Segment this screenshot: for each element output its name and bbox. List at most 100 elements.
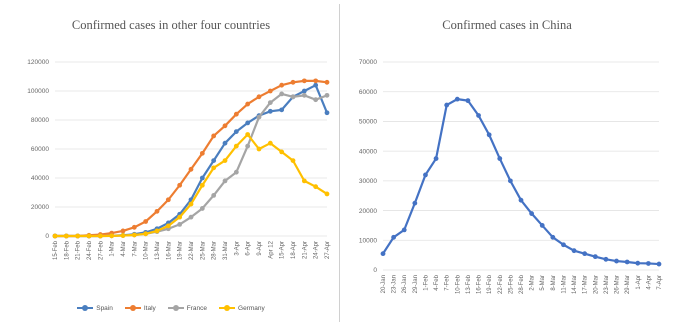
data-point — [412, 200, 418, 206]
y-tick-label: 50000 — [359, 119, 377, 126]
data-point — [301, 92, 307, 98]
y-tick-label: 100000 — [27, 88, 49, 95]
data-point — [245, 120, 251, 126]
x-tick-label: 22-Mar — [189, 241, 195, 260]
data-point — [245, 101, 251, 107]
data-point — [131, 224, 137, 230]
legend-swatch — [167, 305, 184, 312]
series-line — [382, 98, 660, 266]
data-point — [177, 222, 183, 227]
legend-swatch — [219, 305, 236, 312]
data-point — [143, 219, 149, 224]
data-point — [188, 214, 194, 220]
chart-title: Confirmed cases in China — [442, 18, 572, 32]
data-point — [199, 206, 205, 211]
x-tick-label: 13-Feb — [466, 274, 472, 294]
legend-swatch — [124, 305, 141, 312]
data-point — [301, 88, 307, 94]
data-point — [433, 156, 439, 161]
x-tick-label: 24-Apr — [314, 241, 320, 259]
data-point — [165, 197, 171, 203]
y-tick-label: 60000 — [359, 89, 377, 96]
data-point — [279, 149, 285, 155]
legend-label: Spain — [96, 304, 113, 312]
x-tick-label: 11-Mar — [561, 275, 567, 294]
x-tick-label: 4-Mar — [121, 241, 127, 257]
data-point — [635, 260, 641, 266]
data-point — [199, 182, 205, 188]
data-point — [256, 94, 262, 100]
data-point — [582, 251, 588, 257]
x-tick-label: 21-Feb — [76, 240, 82, 260]
x-tick-label: 16-Mar — [166, 241, 172, 260]
x-tick-label: 10-Mar — [144, 241, 150, 260]
x-tick-label: 3-Apr — [234, 241, 240, 256]
data-point — [476, 113, 481, 118]
x-tick-label: 1-Mar — [110, 241, 116, 257]
data-point — [245, 143, 251, 149]
x-tick-label: 25-Feb — [508, 274, 514, 294]
x-tick-label: 25-Mar — [200, 241, 206, 260]
left-chart-plot: 0 20000 40000 60000 80000 100000 120000 15-Feb 1… — [27, 59, 331, 260]
x-tick-label: 4-Apr — [646, 275, 652, 290]
data-point — [645, 261, 651, 266]
data-point — [290, 94, 296, 100]
data-point — [267, 88, 273, 94]
x-tick-label: 15-Apr — [280, 241, 286, 259]
data-point — [109, 233, 115, 239]
data-point — [561, 242, 566, 248]
legend-label: France — [186, 304, 208, 312]
data-point — [177, 182, 183, 188]
data-point — [603, 256, 609, 262]
data-point — [222, 140, 228, 146]
x-tick-label: 23-Jan — [392, 275, 398, 293]
data-point — [63, 233, 69, 239]
x-tick-label: 7-Feb — [445, 274, 451, 290]
data-point — [624, 259, 630, 265]
data-point — [465, 98, 471, 104]
y-tick-label: 0 — [45, 233, 49, 240]
x-tick-label: 2-Mar — [530, 275, 536, 291]
x-tick-label: 18-Apr — [291, 241, 297, 259]
data-point — [211, 193, 217, 198]
data-point — [324, 191, 330, 197]
legend-label: Germany — [238, 304, 265, 312]
x-tick-label: 31-Mar — [223, 241, 229, 260]
data-point — [154, 208, 160, 214]
data-point — [86, 233, 92, 239]
y-tick-label: 20000 — [31, 204, 49, 211]
right-chart-plot: 0 10000 20000 30000 40000 50000 60000 70000 20-J… — [359, 59, 663, 294]
x-tick-label: 29-Mar — [625, 275, 631, 294]
x-tick-label: 26-Jan — [402, 275, 408, 293]
y-tick-label: 40000 — [31, 175, 49, 182]
x-tick-label: 28-Mar — [212, 241, 218, 260]
x-tick-label: Apr 12 — [268, 240, 274, 258]
series-germany — [52, 132, 330, 239]
x-tick-label: 4-Feb — [434, 274, 440, 290]
data-point — [165, 223, 171, 229]
data-point — [211, 133, 217, 139]
series-line — [55, 92, 328, 238]
data-point — [267, 100, 273, 105]
x-tick-label: 24-Feb — [87, 240, 93, 260]
data-point — [222, 123, 228, 129]
data-point — [233, 129, 239, 134]
x-tick-label: 22-Feb — [498, 274, 504, 294]
data-point — [313, 78, 319, 84]
data-point — [324, 92, 330, 98]
data-point — [120, 228, 126, 234]
legend-item-france: France — [167, 304, 208, 312]
x-tick-label: 21-Apr — [302, 241, 308, 259]
data-point — [550, 234, 556, 240]
data-point — [222, 158, 228, 164]
data-point — [188, 201, 194, 207]
data-point — [592, 254, 598, 260]
data-point — [199, 175, 205, 181]
legend-item-spain: Spain — [77, 305, 113, 312]
data-point — [131, 232, 137, 238]
data-point — [279, 82, 285, 88]
data-point — [267, 140, 273, 146]
x-tick-label: 16-Feb — [477, 274, 483, 294]
x-tick-label: 26-Mar — [615, 275, 621, 294]
data-point — [233, 169, 239, 175]
